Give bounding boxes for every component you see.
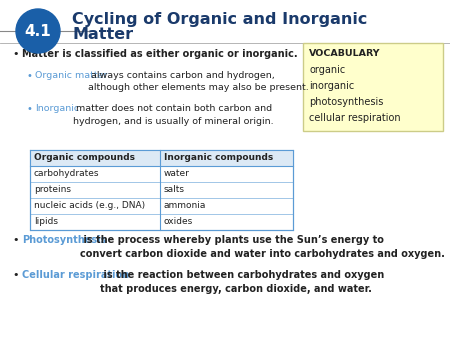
Text: •: •: [26, 104, 32, 114]
Text: proteins: proteins: [34, 185, 71, 194]
FancyBboxPatch shape: [303, 43, 443, 131]
Text: Photosynthesis: Photosynthesis: [22, 235, 106, 245]
Text: •: •: [26, 71, 32, 81]
Text: Organic matter: Organic matter: [35, 71, 108, 80]
FancyBboxPatch shape: [30, 150, 293, 230]
Text: photosynthesis: photosynthesis: [309, 97, 383, 107]
Text: Cycling of Organic and Inorganic: Cycling of Organic and Inorganic: [72, 12, 367, 27]
Text: inorganic: inorganic: [309, 81, 354, 91]
Text: matter does not contain both carbon and
hydrogen, and is usually of mineral orig: matter does not contain both carbon and …: [73, 104, 274, 125]
Circle shape: [16, 9, 60, 53]
Text: •: •: [12, 270, 18, 280]
Text: Inorganic: Inorganic: [35, 104, 79, 113]
Text: salts: salts: [164, 185, 185, 194]
Text: lipids: lipids: [34, 217, 58, 226]
Text: nucleic acids (e.g., DNA): nucleic acids (e.g., DNA): [34, 201, 145, 210]
FancyBboxPatch shape: [30, 150, 293, 166]
Text: 4.1: 4.1: [25, 24, 51, 39]
Text: Cellular respiration: Cellular respiration: [22, 270, 129, 280]
Text: Matter: Matter: [72, 27, 133, 42]
Text: •: •: [12, 235, 18, 245]
Text: Matter is classified as either organic or inorganic.: Matter is classified as either organic o…: [22, 49, 297, 59]
Text: cellular respiration: cellular respiration: [309, 113, 400, 123]
Text: VOCABULARY: VOCABULARY: [309, 49, 381, 58]
Text: is the reaction between carbohydrates and oxygen
that produces energy, carbon di: is the reaction between carbohydrates an…: [100, 270, 384, 294]
Text: water: water: [164, 169, 190, 178]
Text: •: •: [12, 49, 18, 59]
Text: oxides: oxides: [164, 217, 193, 226]
Text: is the process whereby plants use the Sun’s energy to
convert carbon dioxide and: is the process whereby plants use the Su…: [80, 235, 445, 259]
Text: always contains carbon and hydrogen,
although other elements may also be present: always contains carbon and hydrogen, alt…: [88, 71, 309, 93]
Text: Inorganic compounds: Inorganic compounds: [164, 153, 273, 162]
Text: Organic compounds: Organic compounds: [34, 153, 135, 162]
Text: carbohydrates: carbohydrates: [34, 169, 99, 178]
Text: ammonia: ammonia: [164, 201, 207, 210]
Text: organic: organic: [309, 65, 345, 75]
